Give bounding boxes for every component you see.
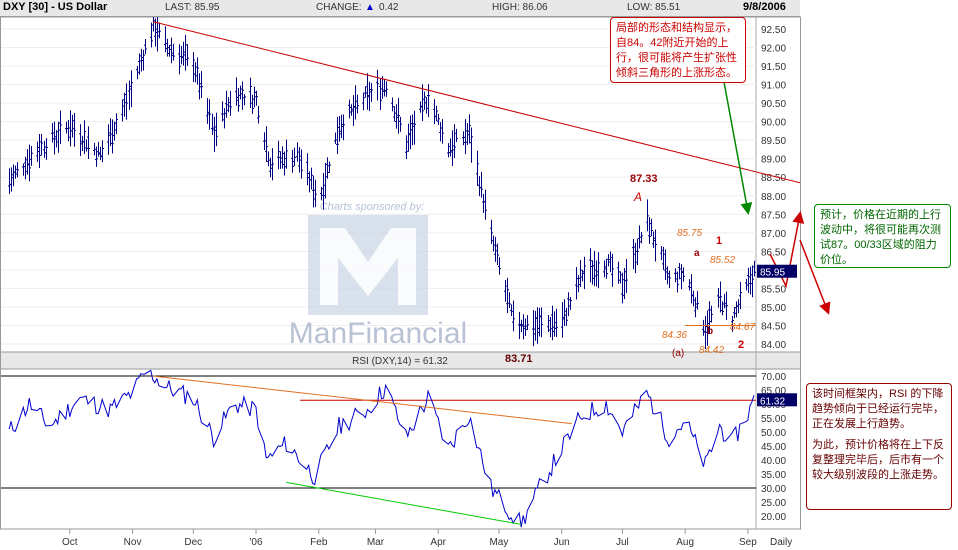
label-83-71: 83.71: [505, 353, 533, 365]
timeframe-label: Daily: [770, 537, 792, 548]
label-wave-b: b: [707, 326, 713, 337]
rsi-tick-label: 20.00: [761, 512, 786, 523]
rsi-tick-label: 70.00: [761, 372, 786, 383]
forecast-red-arrow-down: [799, 239, 831, 315]
label-wave-1: 1: [716, 235, 722, 247]
high-price: HIGH: 86.06: [492, 2, 548, 13]
month-label: Apr: [430, 537, 446, 548]
change-value: 0.42: [379, 2, 399, 13]
price-badge-text: 85.95: [760, 268, 785, 279]
price-tick-label: 89.50: [761, 136, 786, 147]
price-tick-label: 91.00: [761, 81, 786, 92]
chart-header: DXY [30] - US Dollar LAST: 85.95 CHANGE:…: [0, 0, 800, 17]
price-tick-label: 85.00: [761, 303, 786, 314]
price-tick-label: 92.50: [761, 25, 786, 36]
label-85-52: 85.52: [710, 255, 735, 266]
price-tick-label: 85.50: [761, 284, 786, 295]
note-pattern: 局部的形态和结构显示，自84。42附近开始的上行，很可能将产生扩张性倾斜三角形的…: [610, 17, 746, 83]
price-tick-label: 87.50: [761, 210, 786, 221]
label-wave-2: 2: [738, 339, 744, 351]
rsi-panel: [0, 368, 801, 530]
watermark-m-glyph: [320, 228, 416, 305]
month-label: Aug: [676, 537, 694, 548]
label-85-75: 85.75: [677, 228, 702, 239]
month-label: Nov: [124, 537, 142, 548]
price-tick-label: 84.50: [761, 321, 786, 332]
label-84-67: 84.67: [730, 322, 755, 333]
price-tick-label: 90.50: [761, 99, 786, 110]
rsi-badge-bg: [757, 393, 797, 407]
rsi-tick-label: 65.00: [761, 386, 786, 397]
rsi-tick-label: 25.00: [761, 498, 786, 509]
rsi-tick-label: 35.00: [761, 470, 786, 481]
chart-date: 9/8/2006: [743, 1, 786, 13]
month-label: Dec: [184, 537, 202, 548]
note-forecast: 预计，价格在近期的上行波动中，将很可能再次测试87。00/33区域的阻力价位。: [814, 204, 951, 268]
rsi-last-badge: 61.32: [757, 393, 797, 407]
month-label: Jul: [616, 537, 629, 548]
man-financial-watermark: [308, 215, 428, 315]
month-label: Mar: [367, 537, 385, 548]
month-label: Jun: [554, 537, 570, 548]
price-tick-label: 86.50: [761, 247, 786, 258]
label-wave-a: a: [694, 248, 700, 259]
rsi-support-line: [286, 481, 522, 525]
rsi-tick-label: 30.00: [761, 484, 786, 495]
rsi-badge-text: 61.32: [760, 396, 785, 407]
month-label: Feb: [310, 537, 328, 548]
note-rsi: 该时间框架内，RSI 的下降趋势倾向于已经运行完毕，正在发展上行趋势。 为此，预…: [806, 383, 952, 510]
price-resistance-trendline: [152, 21, 801, 184]
ticker-label: DXY [30] - US Dollar: [3, 1, 108, 13]
watermark-brand-text: ManFinancial: [289, 317, 467, 350]
rsi-tick-label: 45.00: [761, 442, 786, 453]
change-label: CHANGE:: [316, 2, 362, 13]
price-tick-label: 89.00: [761, 155, 786, 166]
price-tick-label: 88.00: [761, 192, 786, 203]
price-tick-label: 88.50: [761, 173, 786, 184]
price-tick-label: 84.00: [761, 340, 786, 351]
price-tick-label: 90.00: [761, 118, 786, 129]
last-price: LAST: 85.95: [165, 2, 220, 13]
note-rsi-text-1: 该时间框架内，RSI 的下降趋势倾向于已经运行完毕，正在发展上行趋势。: [812, 388, 944, 430]
rsi-title: RSI (DXY,14) = 61.32: [352, 356, 448, 367]
rsi-tick-label: 50.00: [761, 428, 786, 439]
label-84-36: 84.36: [662, 330, 687, 341]
rsi-line: [8, 369, 755, 528]
price-tick-label: 87.00: [761, 229, 786, 240]
price-badge-bg: [757, 264, 797, 278]
rsi-downtrend-line: [152, 375, 572, 425]
month-label: Oct: [62, 537, 78, 548]
label-wave-a-paren: (a): [672, 348, 684, 359]
price-last-badge: 85.95: [757, 264, 797, 279]
month-label: Sep: [739, 537, 757, 548]
rsi-tick-label: 40.00: [761, 456, 786, 467]
low-price: LOW: 85.51: [627, 2, 681, 13]
price-bars: [8, 7, 756, 350]
month-label: May: [489, 537, 508, 548]
label-84-42: 84.42: [699, 345, 724, 356]
note-rsi-text-2: 为此，预计价格将在上下反复整理完毕后，后市有一个较大级别波段的上涨走势。: [812, 439, 944, 481]
price-tick-label: 91.50: [761, 62, 786, 73]
note-pattern-text: 局部的形态和结构显示，自84。42附近开始的上行，很可能将产生扩张性倾斜三角形的…: [616, 22, 737, 79]
note-forecast-text: 预计，价格在近期的上行波动中，将很可能再次测试87。00/33区域的阻力价位。: [820, 209, 941, 266]
rsi-tick-label: 55.00: [761, 414, 786, 425]
forecast-green-arrow: [723, 81, 753, 215]
price-tick-label: 92.00: [761, 44, 786, 55]
label-wave-A: A: [633, 190, 642, 204]
change-up-icon: ▲: [365, 2, 375, 13]
month-label: '06: [250, 537, 263, 548]
watermark-sponsor-text: Charts sponsored by:: [320, 201, 425, 213]
forecast-red-arrow-up: [769, 211, 805, 289]
label-87-33: 87.33: [630, 173, 658, 185]
